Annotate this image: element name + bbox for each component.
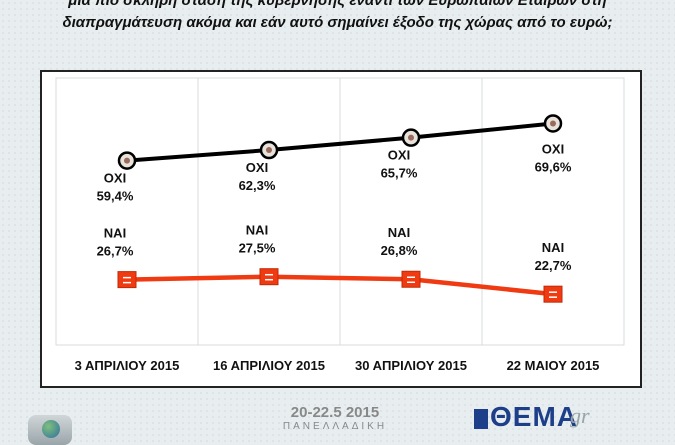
data-point-nai	[543, 285, 563, 303]
data-label-value: 26,7%	[97, 244, 134, 259]
data-label-name: ΟΧΙ	[388, 148, 410, 163]
data-label-name: ΝΑΙ	[388, 225, 410, 240]
footer-date-range: 20-22.5 2015	[290, 404, 380, 421]
data-label-value: 69,6%	[535, 159, 572, 174]
data-label-value: 65,7%	[381, 166, 418, 181]
x-tick-label: 3 ΑΠΡΙΛΙΟΥ 2015	[75, 358, 180, 373]
data-label-value: 62,3%	[239, 178, 276, 193]
x-tick-label: 16 ΑΠΡΙΛΙΟΥ 2015	[213, 358, 325, 373]
data-label-name: ΝΑΙ	[542, 240, 564, 255]
data-label-value: 27,5%	[239, 241, 276, 256]
brand-logo: ΘΕΜΑ gr	[474, 401, 624, 433]
data-label-name: ΟΧΙ	[246, 160, 268, 175]
chart-title-line-2: διαπραγμάτευση ακόμα και εάν αυτό σημαίν…	[62, 14, 613, 31]
x-tick-label: 22 ΜΑΙΟΥ 2015	[507, 358, 600, 373]
line-chart: 3 ΑΠΡΙΛΙΟΥ 2015 16 ΑΠΡΙΛΙΟΥ 2015 30 ΑΠΡΙΛΙ…	[55, 77, 625, 373]
data-label-value: 59,4%	[97, 189, 134, 204]
data-label-value: 22,7%	[535, 258, 572, 273]
series-line-nai	[126, 274, 554, 297]
data-point-oxi-core	[124, 157, 130, 164]
brand-logo-text: ΘΕΜΑ	[490, 401, 578, 432]
data-point-oxi-core	[266, 147, 272, 154]
data-label-name: ΝΑΙ	[246, 223, 268, 238]
footer-subtitle: ΠΑΝΕΛΛΑΔΙΚΗ	[282, 421, 388, 432]
chart-title-line-1: μια πιο σκληρή στάση της κυβέρνησης έναν…	[68, 0, 607, 9]
data-label-name: ΟΧΙ	[542, 141, 564, 156]
data-point-oxi-core	[408, 134, 414, 141]
brand-logo-box	[474, 409, 488, 429]
brand-logo-suffix: gr	[570, 403, 590, 428]
globe-icon	[42, 420, 60, 438]
data-point-oxi-core	[550, 120, 556, 127]
data-point-nai	[117, 271, 137, 289]
data-point-nai	[401, 270, 421, 288]
series-line-oxi	[126, 121, 554, 163]
data-label-name: ΝΑΙ	[104, 226, 126, 241]
data-label-value: 26,8%	[381, 243, 418, 258]
data-point-nai	[259, 268, 279, 286]
x-tick-label: 30 ΑΠΡΙΛΙΟΥ 2015	[355, 358, 467, 373]
data-label-name: ΟΧΙ	[104, 171, 126, 186]
